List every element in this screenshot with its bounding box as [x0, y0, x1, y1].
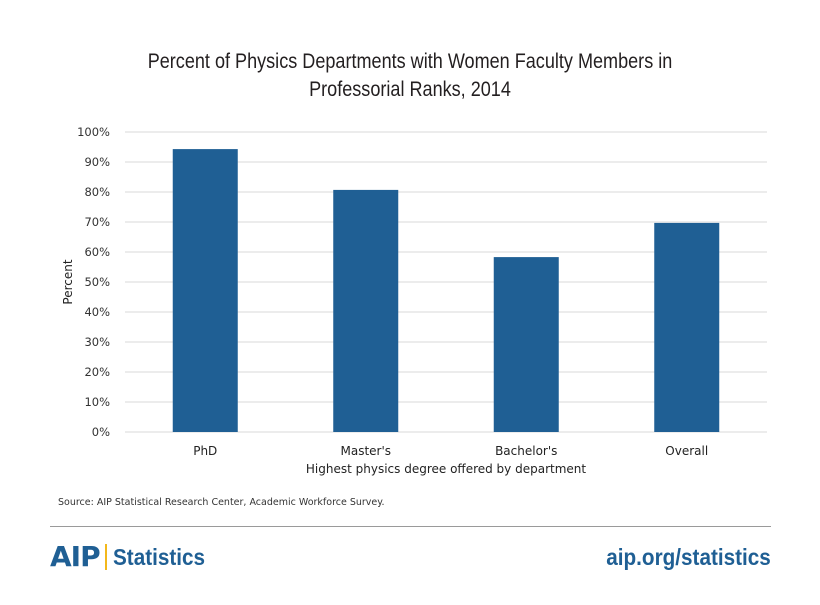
logo-separator	[104, 544, 107, 570]
y-tick-label: 0%	[92, 425, 110, 439]
y-tick-label: 10%	[84, 395, 110, 409]
y-tick-label: 90%	[84, 155, 110, 169]
footer-url: aip.org/statistics	[606, 544, 771, 570]
source-note: Source: AIP Statistical Research Center,…	[58, 497, 385, 508]
bar-masters	[333, 189, 399, 432]
y-tick-label: 100%	[77, 125, 110, 139]
bar-chart: 0% 10% 20% 30% 40% 50% 60% 70% 80% 90% 100% PhD Mas…	[61, 125, 767, 476]
y-axis-ticks: 0% 10% 20% 30% 40% 50% 60% 70% 80% 90% 100%	[77, 125, 110, 439]
x-axis-categories: PhD Master's Bachelor's Overall	[193, 444, 708, 458]
x-category-label: Overall	[665, 444, 708, 458]
y-tick-label: 50%	[84, 275, 110, 289]
x-category-label: PhD	[193, 444, 217, 458]
aip-statistics-logo: AIP Statistics	[50, 541, 215, 573]
bar-overall	[654, 222, 720, 432]
x-category-label: Bachelor's	[495, 444, 557, 458]
chart-title: Percent of Physics Departments with Wome…	[109, 48, 711, 104]
y-axis-label: Percent	[61, 259, 75, 304]
y-tick-label: 40%	[84, 305, 110, 319]
aip-logo-mark: AIP	[50, 540, 101, 573]
bar-bachelors	[493, 257, 559, 432]
bar-phd	[172, 149, 238, 432]
bars	[172, 149, 720, 432]
x-axis-label: Highest physics degree offered by depart…	[306, 462, 586, 476]
logo-label: Statistics	[112, 544, 205, 570]
chart-title-line-1: Percent of Physics Departments with Wome…	[147, 50, 673, 73]
chart-title-line-2: Professorial Ranks, 2014	[309, 78, 511, 101]
y-tick-label: 20%	[84, 365, 110, 379]
y-tick-label: 70%	[84, 215, 110, 229]
y-tick-label: 30%	[84, 335, 110, 349]
y-tick-label: 60%	[84, 245, 110, 259]
x-category-label: Master's	[340, 444, 391, 458]
footer-divider	[50, 526, 771, 527]
y-tick-label: 80%	[84, 185, 110, 199]
